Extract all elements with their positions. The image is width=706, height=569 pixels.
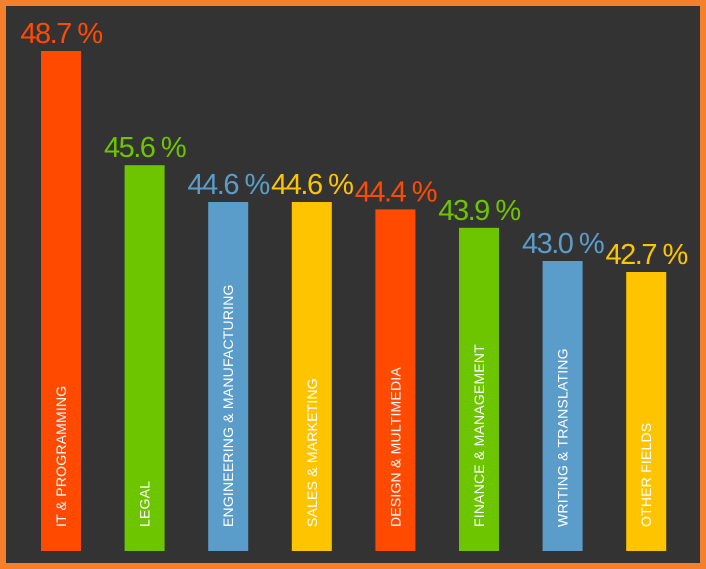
- category-label-6: FINANCE & MANAGEMENT: [471, 344, 487, 527]
- chart-frame: [6, 6, 700, 563]
- value-label-6: 43.9 %: [438, 195, 520, 227]
- category-label-1: IT & PROGRAMMING: [53, 386, 69, 527]
- value-label-1: 48.7 %: [20, 18, 102, 50]
- bar-8: [626, 272, 667, 551]
- value-label-7: 43.0 %: [522, 228, 604, 260]
- category-label-3: ENGINEERING & MANUFACTURING: [220, 284, 236, 527]
- bar-5: [375, 209, 416, 551]
- bar-1: [41, 51, 81, 551]
- value-label-8: 42.7 %: [606, 239, 688, 271]
- category-label-4: SALES & MARKETING: [304, 378, 320, 527]
- bar-7: [542, 261, 583, 551]
- category-label-2: LEGAL: [137, 481, 153, 527]
- category-label-8: OTHER FIELDS: [638, 423, 654, 527]
- category-label-7: WRITING & TRANSLATING: [555, 348, 571, 527]
- bar-4: [291, 202, 332, 551]
- value-label-5: 44.4 %: [355, 176, 437, 208]
- bar-3: [208, 202, 249, 551]
- category-label-5: DESIGN & MULTIMEDIA: [387, 367, 403, 527]
- value-labels-layer: 48.7 %45.6 %44.6 % 44.6 % 44.4 %43.9 %43.0…: [20, 18, 689, 271]
- bars-layer: [41, 51, 667, 552]
- bar-6: [459, 227, 499, 552]
- bar-2: [124, 165, 165, 551]
- value-label-3: 44.6 %: [188, 169, 270, 201]
- value-label-4: 44.6 %: [271, 169, 353, 201]
- category-labels-layer: IT & PROGRAMMING LEGAL ENGINEERING & MANUF…: [53, 284, 654, 527]
- value-label-2: 45.6 %: [104, 132, 186, 164]
